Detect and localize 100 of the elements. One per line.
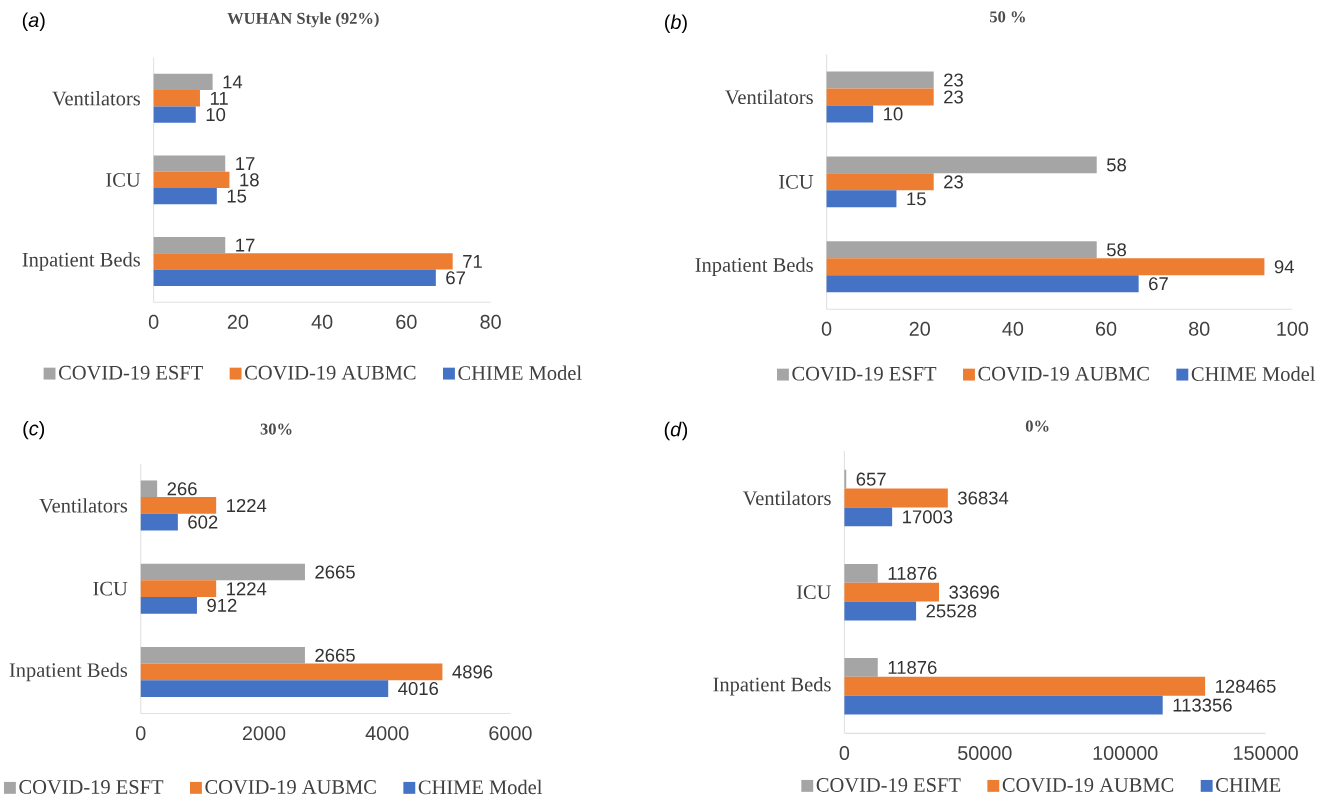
legend-label: CHIME Model bbox=[458, 365, 582, 380]
bar bbox=[826, 173, 934, 191]
data-label: 67 bbox=[446, 271, 465, 285]
bar bbox=[153, 155, 226, 172]
x-tick-label: 0 bbox=[136, 726, 146, 741]
y-tick-label: ICU bbox=[93, 581, 128, 596]
y-tick-label: ICU bbox=[779, 174, 814, 189]
legend-label: CHIME Model bbox=[1191, 366, 1316, 381]
data-label: 11876 bbox=[888, 660, 937, 674]
bar bbox=[826, 275, 1139, 293]
data-label: 23 bbox=[944, 73, 963, 87]
data-label: 2665 bbox=[315, 648, 355, 662]
legend-label: CHIME Model bbox=[418, 779, 543, 795]
legend-label: COVID-19 ESFT bbox=[816, 778, 961, 792]
x-tick-label: 20 bbox=[227, 314, 249, 329]
bar bbox=[153, 236, 226, 254]
bar bbox=[140, 663, 443, 681]
data-label: 58 bbox=[1106, 158, 1127, 172]
x-tick-label: 100000 bbox=[1093, 745, 1158, 760]
data-label: 602 bbox=[188, 515, 218, 529]
y-tick-label: Inpatient Beds bbox=[695, 257, 813, 276]
x-tick-label: 80 bbox=[480, 314, 501, 329]
data-label: 11 bbox=[210, 91, 228, 105]
x-tick-label: 150000 bbox=[1234, 745, 1298, 760]
y-tick-label: Inpatient Beds bbox=[9, 662, 128, 682]
data-label: 23 bbox=[944, 175, 963, 189]
data-label: 17003 bbox=[903, 510, 953, 524]
chart-title: 50 % bbox=[990, 11, 1025, 23]
bar bbox=[844, 657, 878, 677]
text: (c) bbox=[23, 420, 45, 440]
bar bbox=[140, 680, 389, 697]
bar bbox=[140, 596, 197, 614]
x-tick-label: 6000 bbox=[489, 726, 532, 741]
data-label: 912 bbox=[207, 598, 237, 612]
bar bbox=[844, 695, 1163, 715]
data-label: 266 bbox=[167, 482, 197, 496]
data-label: 71 bbox=[463, 254, 482, 268]
text: (d) bbox=[664, 421, 688, 441]
data-label: 33696 bbox=[949, 585, 1000, 599]
bar bbox=[140, 646, 305, 664]
legend-label: COVID-19 AUBMC bbox=[245, 365, 416, 380]
x-tick-label: 60 bbox=[1096, 321, 1117, 336]
y-tick-label: ICU bbox=[796, 585, 832, 599]
y-tick-label: Inpatient Beds bbox=[713, 676, 831, 696]
data-label: 58 bbox=[1106, 243, 1127, 257]
bar bbox=[844, 582, 940, 602]
legend-label: COVID-19 ESFT bbox=[19, 779, 164, 794]
text: (b) bbox=[665, 14, 687, 33]
x-tick-label: 4000 bbox=[365, 726, 409, 741]
y-tick-label: ICU bbox=[106, 172, 141, 187]
data-label: 17 bbox=[236, 157, 255, 170]
data-label: 23 bbox=[944, 90, 963, 104]
legend-label: COVID-19 AUBMC bbox=[1002, 778, 1174, 792]
bar bbox=[153, 106, 196, 123]
y-tick-label: Ventilators bbox=[52, 90, 140, 106]
bar bbox=[140, 563, 305, 581]
bar bbox=[153, 89, 200, 107]
x-tick-label: 0 bbox=[821, 321, 832, 336]
legend-label: COVID-19 ESFT bbox=[58, 365, 203, 380]
data-label: 15 bbox=[907, 192, 926, 206]
data-label: 657 bbox=[856, 472, 886, 486]
bar bbox=[153, 187, 217, 205]
data-label: 11876 bbox=[888, 566, 937, 580]
x-tick-label: 0 bbox=[148, 314, 159, 329]
bar bbox=[826, 156, 1097, 174]
chart-title: 0% bbox=[1025, 420, 1049, 432]
data-label: 1224 bbox=[227, 498, 267, 512]
bar bbox=[826, 71, 934, 89]
bar bbox=[153, 73, 213, 90]
x-tick-label: 40 bbox=[311, 314, 333, 329]
data-label: 1224 bbox=[227, 582, 267, 596]
bar bbox=[140, 580, 217, 597]
chart-title: 30% bbox=[260, 423, 292, 435]
x-tick-label: 0 bbox=[839, 745, 850, 760]
bar bbox=[826, 241, 1097, 259]
data-label: 17 bbox=[236, 238, 255, 252]
x-tick-label: 100 bbox=[1277, 321, 1309, 336]
data-label: 4896 bbox=[452, 665, 493, 679]
data-label: 128465 bbox=[1216, 679, 1276, 693]
bar bbox=[153, 269, 436, 286]
bar bbox=[844, 676, 1206, 696]
bar bbox=[844, 563, 878, 583]
text: (a) bbox=[22, 12, 45, 31]
x-tick-label: 50000 bbox=[958, 745, 1012, 760]
x-tick-label: 40 bbox=[1002, 321, 1024, 336]
y-tick-label: Ventilators bbox=[39, 498, 128, 513]
data-label: 2665 bbox=[315, 565, 355, 579]
bar bbox=[826, 88, 934, 106]
y-tick-label: Inpatient Beds bbox=[22, 252, 140, 271]
x-tick-label: 2000 bbox=[242, 726, 286, 741]
x-tick-label: 80 bbox=[1189, 321, 1210, 336]
data-label: 10 bbox=[206, 107, 226, 122]
bar bbox=[844, 507, 893, 527]
bar bbox=[826, 190, 897, 208]
data-label: 67 bbox=[1149, 277, 1168, 291]
bar bbox=[844, 488, 948, 508]
legend-label: CHIME bbox=[1216, 778, 1281, 792]
data-label: 25528 bbox=[926, 604, 977, 618]
legend-label: COVID-19 ESFT bbox=[792, 366, 937, 381]
bar bbox=[826, 105, 874, 123]
